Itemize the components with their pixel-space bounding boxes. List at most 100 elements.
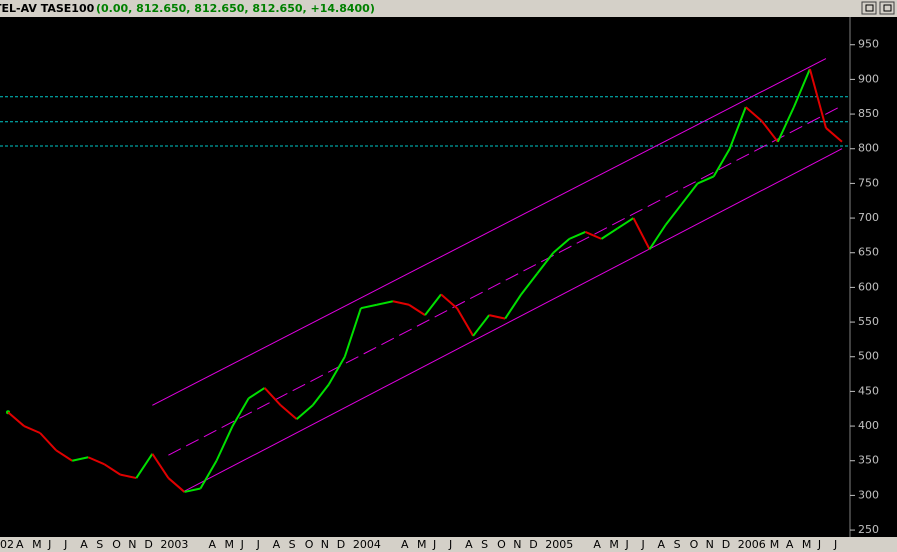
price-segment <box>327 356 346 385</box>
x-tick-label: J <box>624 538 628 551</box>
x-tick-label: S <box>674 538 681 551</box>
y-tick-label: 900 <box>858 72 879 85</box>
price-segment <box>280 404 298 420</box>
x-tick-label: A <box>80 538 88 551</box>
price-segment <box>456 307 474 337</box>
price-segment <box>536 252 555 275</box>
x-tick-label: J <box>240 538 244 551</box>
price-segment <box>23 425 41 434</box>
price-segment <box>103 463 121 476</box>
y-tick-label: 400 <box>858 419 879 432</box>
y-tick-label: 800 <box>858 142 879 155</box>
price-segment <box>167 477 186 493</box>
y-tick-label: 250 <box>858 523 879 536</box>
x-tick-label: 2003 <box>160 538 188 551</box>
price-segment <box>360 303 378 310</box>
y-axis-area <box>850 17 897 537</box>
minimize-button[interactable] <box>861 1 877 15</box>
x-tick-label: 2004 <box>353 538 381 551</box>
x-tick-label: O <box>690 538 699 551</box>
channel-line <box>152 58 827 406</box>
chart-subtitle: (0.00, 812.650, 812.650, 812.650, +14.84… <box>96 2 375 15</box>
price-segment <box>648 224 667 250</box>
plot-area <box>0 17 850 537</box>
price-segment <box>215 425 234 462</box>
price-segment <box>87 456 105 466</box>
x-tick-label: M <box>802 538 812 551</box>
title-bar <box>0 0 897 17</box>
x-tick-label: 2006 <box>738 538 766 551</box>
price-segment <box>728 106 747 150</box>
y-tick-label: 500 <box>858 350 879 363</box>
x-tick-label: J <box>641 538 645 551</box>
price-segment <box>632 217 651 250</box>
x-tick-label: J <box>448 538 452 551</box>
price-segment <box>7 411 25 427</box>
price-segment <box>792 68 811 108</box>
price-segment <box>616 217 635 230</box>
price-segment <box>39 432 57 452</box>
x-tick-label: M <box>225 538 235 551</box>
x-tick-label: N <box>706 538 714 551</box>
x-tick-label: D <box>337 538 345 551</box>
price-segment <box>376 300 394 306</box>
price-segment <box>151 453 170 479</box>
x-tick-label: M <box>770 538 780 551</box>
price-segment <box>392 300 410 306</box>
x-tick-label: J <box>47 538 51 551</box>
x-axis-area <box>0 537 897 552</box>
x-tick-label: A <box>786 538 794 551</box>
x-tick-label: O <box>497 538 506 551</box>
price-segment <box>311 383 330 406</box>
price-segment <box>568 231 586 240</box>
x-tick-label: S <box>481 538 488 551</box>
x-tick-label: D <box>722 538 730 551</box>
x-tick-label: J <box>833 538 837 551</box>
x-tick-label: J <box>817 538 821 551</box>
price-segment <box>55 449 73 462</box>
price-segment <box>584 231 602 240</box>
button-icon <box>865 4 874 12</box>
price-segment <box>184 487 201 493</box>
x-tick-label: N <box>513 538 521 551</box>
y-tick-label: 600 <box>858 280 879 293</box>
price-segment <box>440 293 458 309</box>
y-tick-label: 450 <box>858 384 879 397</box>
price-segment <box>552 238 570 254</box>
x-tick-label: D <box>529 538 537 551</box>
price-segment <box>488 314 506 320</box>
x-tick-label: S <box>96 538 103 551</box>
price-segment <box>263 387 282 406</box>
price-segment <box>424 293 442 316</box>
price-segment <box>664 203 683 226</box>
price-segment <box>296 404 314 420</box>
y-tick-label: 300 <box>858 488 879 501</box>
price-segment <box>248 387 266 400</box>
y-tick-label: 950 <box>858 38 879 51</box>
x-tick-label: M <box>417 538 427 551</box>
x-tick-label: A <box>16 538 24 551</box>
x-tick-label: 2005 <box>545 538 573 551</box>
price-segment <box>697 175 715 185</box>
x-tick-label: O <box>112 538 121 551</box>
price-segment <box>120 473 137 480</box>
price-segment <box>825 127 843 143</box>
button-icon <box>883 4 892 12</box>
y-tick-label: 650 <box>858 246 879 259</box>
channel-line <box>168 105 843 456</box>
x-tick-label: D <box>144 538 152 551</box>
x-tick-label: N <box>321 538 329 551</box>
price-segment <box>712 148 731 177</box>
price-segment <box>343 307 362 358</box>
y-tick-label: 850 <box>858 107 879 120</box>
price-segment <box>199 460 218 489</box>
price-segment <box>520 272 539 295</box>
price-segment <box>680 182 699 205</box>
close-button[interactable] <box>879 1 895 15</box>
x-tick-label: A <box>593 538 601 551</box>
price-segment <box>761 120 779 143</box>
channel-line <box>184 148 843 492</box>
price-segment <box>808 68 827 129</box>
